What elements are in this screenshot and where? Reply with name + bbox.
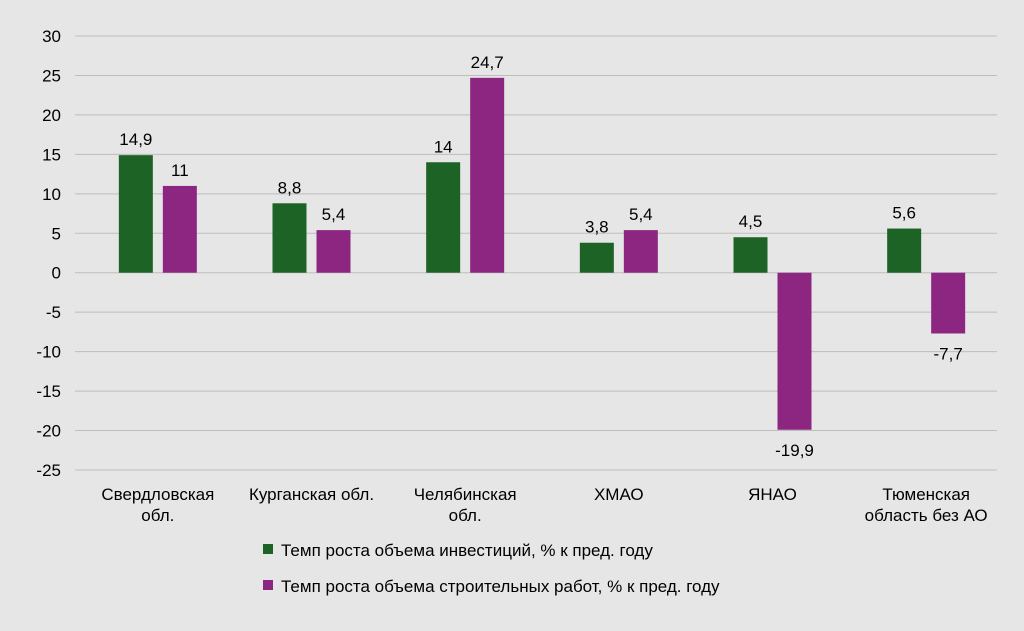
data-label: 3,8 xyxy=(585,218,609,237)
y-tick-label: 25 xyxy=(42,66,61,85)
bar-s2 xyxy=(470,77,505,273)
y-tick-label: -20 xyxy=(36,422,61,441)
bars xyxy=(118,77,966,430)
category-label-line: Курганская обл. xyxy=(249,485,374,504)
category-label-line: Челябинская xyxy=(414,485,517,504)
category-label-line: обл. xyxy=(141,506,174,525)
legend-label: Темп роста объема инвестиций, % к пред. … xyxy=(281,541,653,560)
category-label: ЯНАО xyxy=(748,485,797,504)
data-label: 5,6 xyxy=(892,204,916,223)
category-label: Тюменская область без АО xyxy=(865,485,988,525)
category-label-line: область без АО xyxy=(865,506,988,525)
category-label-line: обл. xyxy=(449,506,482,525)
bar-s2 xyxy=(777,272,812,430)
y-axis-ticks: 30 25 20 15 10 5 0 -5 -10 -15 -20 -25 xyxy=(36,27,61,480)
data-label: 5,4 xyxy=(629,205,653,224)
data-label: -7,7 xyxy=(934,344,963,363)
category-label: Челябинская обл. xyxy=(414,485,517,525)
x-axis-categories: Свердловская обл. Курганская обл. Челябинск… xyxy=(101,485,987,525)
y-tick-label: -10 xyxy=(36,343,61,362)
data-labels: 14,9 8,8 14 3,8 4,5 5,6 11 5,4 24,7 5,4 -19,9 -7,7 xyxy=(119,53,963,460)
y-tick-label: 10 xyxy=(42,185,61,204)
bar-s2 xyxy=(316,230,351,273)
bar-s1 xyxy=(887,228,922,273)
bar-s1 xyxy=(733,237,768,273)
y-tick-label: -25 xyxy=(36,461,61,480)
y-tick-label: 20 xyxy=(42,106,61,125)
bar-s2 xyxy=(931,272,966,334)
bar-s2 xyxy=(162,185,197,273)
bar-s1 xyxy=(579,242,614,273)
legend: Темп роста объема инвестиций, % к пред. … xyxy=(263,541,720,596)
y-tick-label: -15 xyxy=(36,382,61,401)
category-label-line: Свердловская xyxy=(101,485,214,504)
data-label: 24,7 xyxy=(471,53,504,72)
data-label: 14 xyxy=(434,137,453,156)
bar-s1 xyxy=(118,155,153,273)
category-label: Свердловская обл. xyxy=(101,485,214,525)
y-tick-label: 15 xyxy=(42,145,61,164)
data-label: 8,8 xyxy=(278,178,302,197)
category-label-line: ХМАО xyxy=(594,485,644,504)
y-tick-label: 0 xyxy=(52,264,61,283)
legend-swatch xyxy=(263,580,273,590)
bar-s1 xyxy=(426,162,461,273)
bar-s1 xyxy=(272,203,307,273)
legend-label: Темп роста объема строительных работ, % … xyxy=(281,577,720,596)
data-label: 5,4 xyxy=(322,205,346,224)
data-label: 4,5 xyxy=(739,212,763,231)
category-label-line: ЯНАО xyxy=(748,485,797,504)
gridlines xyxy=(75,35,997,471)
category-label-line: Тюменская xyxy=(882,485,970,504)
legend-swatch xyxy=(263,544,273,554)
data-label: 11 xyxy=(171,161,189,180)
bar-s2 xyxy=(623,230,658,273)
data-label: -19,9 xyxy=(775,441,814,460)
y-tick-label: 5 xyxy=(52,224,61,243)
y-tick-label: -5 xyxy=(46,303,61,322)
y-tick-label: 30 xyxy=(42,27,61,46)
data-label: 14,9 xyxy=(119,130,152,149)
category-label: ХМАО xyxy=(594,485,644,504)
category-label: Курганская обл. xyxy=(249,485,374,504)
